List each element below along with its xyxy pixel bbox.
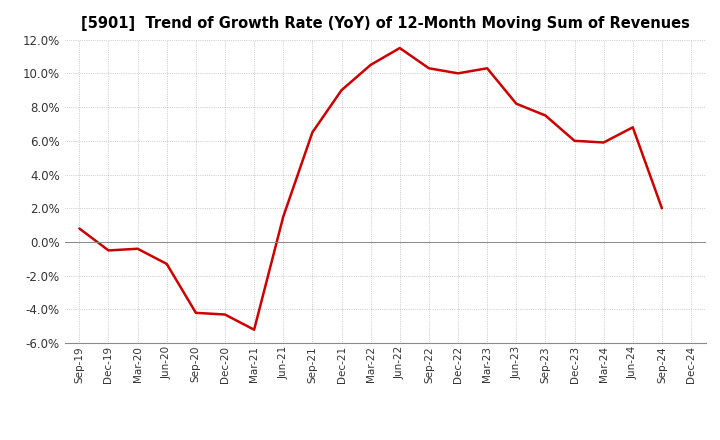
Title: [5901]  Trend of Growth Rate (YoY) of 12-Month Moving Sum of Revenues: [5901] Trend of Growth Rate (YoY) of 12-… xyxy=(81,16,690,32)
